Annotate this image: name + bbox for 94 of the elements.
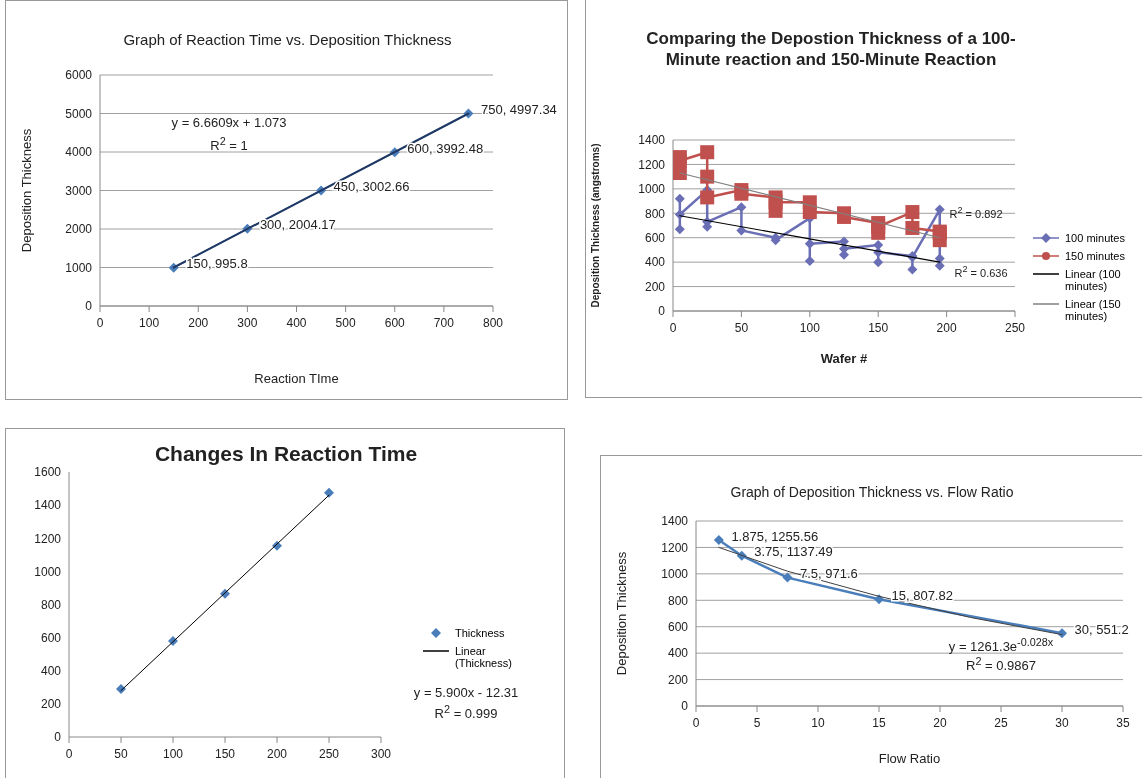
- x-tick-label: 200: [936, 320, 957, 335]
- y-tick-label: 0: [85, 299, 93, 314]
- data-label: 750, 4997.34: [480, 102, 557, 118]
- annotation: y = 6.6609x + 1.073: [171, 115, 287, 130]
- y-tick-label: 200: [40, 697, 62, 712]
- x-tick-label: 400: [286, 315, 307, 330]
- x-axis-title: Wafer #: [820, 351, 869, 366]
- y-tick-label: 200: [644, 279, 666, 294]
- data-label: 15, 807.82: [891, 587, 953, 603]
- y-tick-label: 800: [40, 597, 62, 612]
- x-tick-label: 100: [139, 315, 160, 330]
- y-tick-label: 5000: [65, 106, 93, 121]
- y-tick-label: 1200: [661, 540, 689, 555]
- x-tick-label: 600: [384, 315, 406, 330]
- annotation: R$^{2}$ = 0.892: [949, 205, 1003, 220]
- x-tick-label: 250: [1004, 320, 1026, 335]
- legend-label: Thickness: [455, 627, 505, 639]
- y-tick-label: 600: [40, 630, 62, 645]
- y-tick-label: 1000: [638, 182, 666, 197]
- y-tick-label: 1000: [65, 260, 93, 275]
- x-tick-label: 800: [482, 315, 504, 330]
- x-tick-label: 150: [214, 746, 236, 761]
- data-label: 300, 2004.17: [259, 217, 336, 233]
- y-tick-label: 800: [667, 593, 689, 608]
- x-tick-label: 500: [335, 315, 356, 330]
- annotation: R$^{2}$ = 1: [210, 135, 248, 154]
- chart-title: Graph of Reaction Time vs. Deposition Thickness: [122, 31, 453, 50]
- y-tick-label: 200: [667, 672, 689, 687]
- x-tick-label: 20: [933, 715, 947, 730]
- y-tick-label: 400: [667, 646, 689, 661]
- y-tick-label: 400: [40, 664, 62, 679]
- annotation: R$^{2}$ = 0.9867: [966, 655, 1036, 674]
- y-tick-label: 3000: [65, 183, 93, 198]
- y-axis-title: Deposition Thickness: [19, 128, 35, 253]
- y-tick-label: 0: [681, 699, 689, 714]
- y-tick-label: 1400: [34, 498, 62, 513]
- y-tick-label: 0: [54, 730, 62, 745]
- x-tick-label: 0: [692, 715, 700, 730]
- text: y = 5.900x - 12.31: [413, 685, 519, 700]
- x-tick-label: 35: [1116, 715, 1130, 730]
- y-tick-label: 1000: [34, 564, 62, 579]
- y-axis-title: Deposition Thickness: [614, 551, 630, 676]
- y-tick-label: 400: [644, 255, 666, 270]
- y-tick-label: 1200: [638, 157, 666, 172]
- data-label: 7.5, 971.6: [800, 566, 858, 582]
- y-tick-label: 600: [644, 230, 666, 245]
- y-axis-title: Deposition Thickness (angstroms): [589, 143, 601, 308]
- legend-label: 150 minutes: [1065, 250, 1125, 262]
- legend-label: Linear (100 minutes): [1065, 268, 1122, 292]
- data-label: 600, 3992.48: [407, 140, 484, 156]
- x-tick-label: 25: [994, 715, 1008, 730]
- x-tick-label: 100: [162, 746, 184, 761]
- y-tick-label: 1400: [661, 514, 689, 529]
- text: R$^{2}$ = 0.999: [434, 703, 498, 722]
- legend-label: 100 minutes: [1065, 232, 1125, 244]
- data-label: 1.875, 1255.56: [731, 528, 819, 544]
- x-tick-label: 200: [266, 746, 288, 761]
- x-tick-label: 250: [318, 746, 340, 761]
- y-tick-label: 1600: [34, 465, 62, 480]
- x-tick-label: 200: [188, 315, 209, 330]
- data-label: 150, 995.8: [186, 256, 248, 272]
- y-tick-label: 600: [667, 619, 689, 634]
- annotation: R$^{2}$ = 0.636: [954, 264, 1008, 279]
- x-tick-label: 300: [237, 315, 258, 330]
- chart-title: Graph of Deposition Thickness vs. Flow Ratio: [729, 484, 1015, 502]
- data-label: 30, 551.2: [1074, 621, 1129, 637]
- y-tick-label: 800: [644, 206, 666, 221]
- x-tick-label: 15: [872, 715, 886, 730]
- x-axis-title: Reaction TIme: [254, 371, 339, 386]
- y-tick-label: 6000: [65, 68, 93, 83]
- x-tick-label: 50: [114, 746, 128, 761]
- x-tick-label: 10: [811, 715, 825, 730]
- y-tick-label: 2000: [65, 222, 93, 237]
- y-tick-label: 1000: [661, 567, 689, 582]
- x-tick-label: 100: [799, 320, 821, 335]
- y-tick-label: 1200: [34, 531, 62, 546]
- y-tick-label: 0: [658, 304, 666, 319]
- data-label: 450, 3002.66: [333, 178, 410, 194]
- legend-label: Linear (150 minutes): [1065, 298, 1122, 322]
- x-tick-label: 0: [96, 315, 104, 330]
- y-tick-label: 4000: [65, 145, 93, 160]
- data-label: 3.75, 1137.49: [754, 544, 833, 560]
- x-axis-title: Flow Ratio: [878, 751, 941, 766]
- x-tick-label: 700: [433, 315, 455, 330]
- x-tick-label: 30: [1055, 715, 1069, 730]
- x-tick-label: 50: [734, 320, 749, 335]
- x-tick-label: 5: [753, 715, 761, 730]
- x-tick-label: 150: [868, 320, 889, 335]
- y-tick-label: 1400: [638, 133, 666, 148]
- chart-title: Comparing the Depostion Thickness of a 100-Minute reaction and 150-Minute Reaction: [645, 28, 1017, 71]
- legend-label: Linear (Thickness): [455, 645, 513, 669]
- chart-title: Changes In Reaction Time: [153, 441, 419, 467]
- x-tick-label: 300: [370, 746, 392, 761]
- annotation: y = 1261.3e$^{-0.028x}$: [948, 636, 1054, 655]
